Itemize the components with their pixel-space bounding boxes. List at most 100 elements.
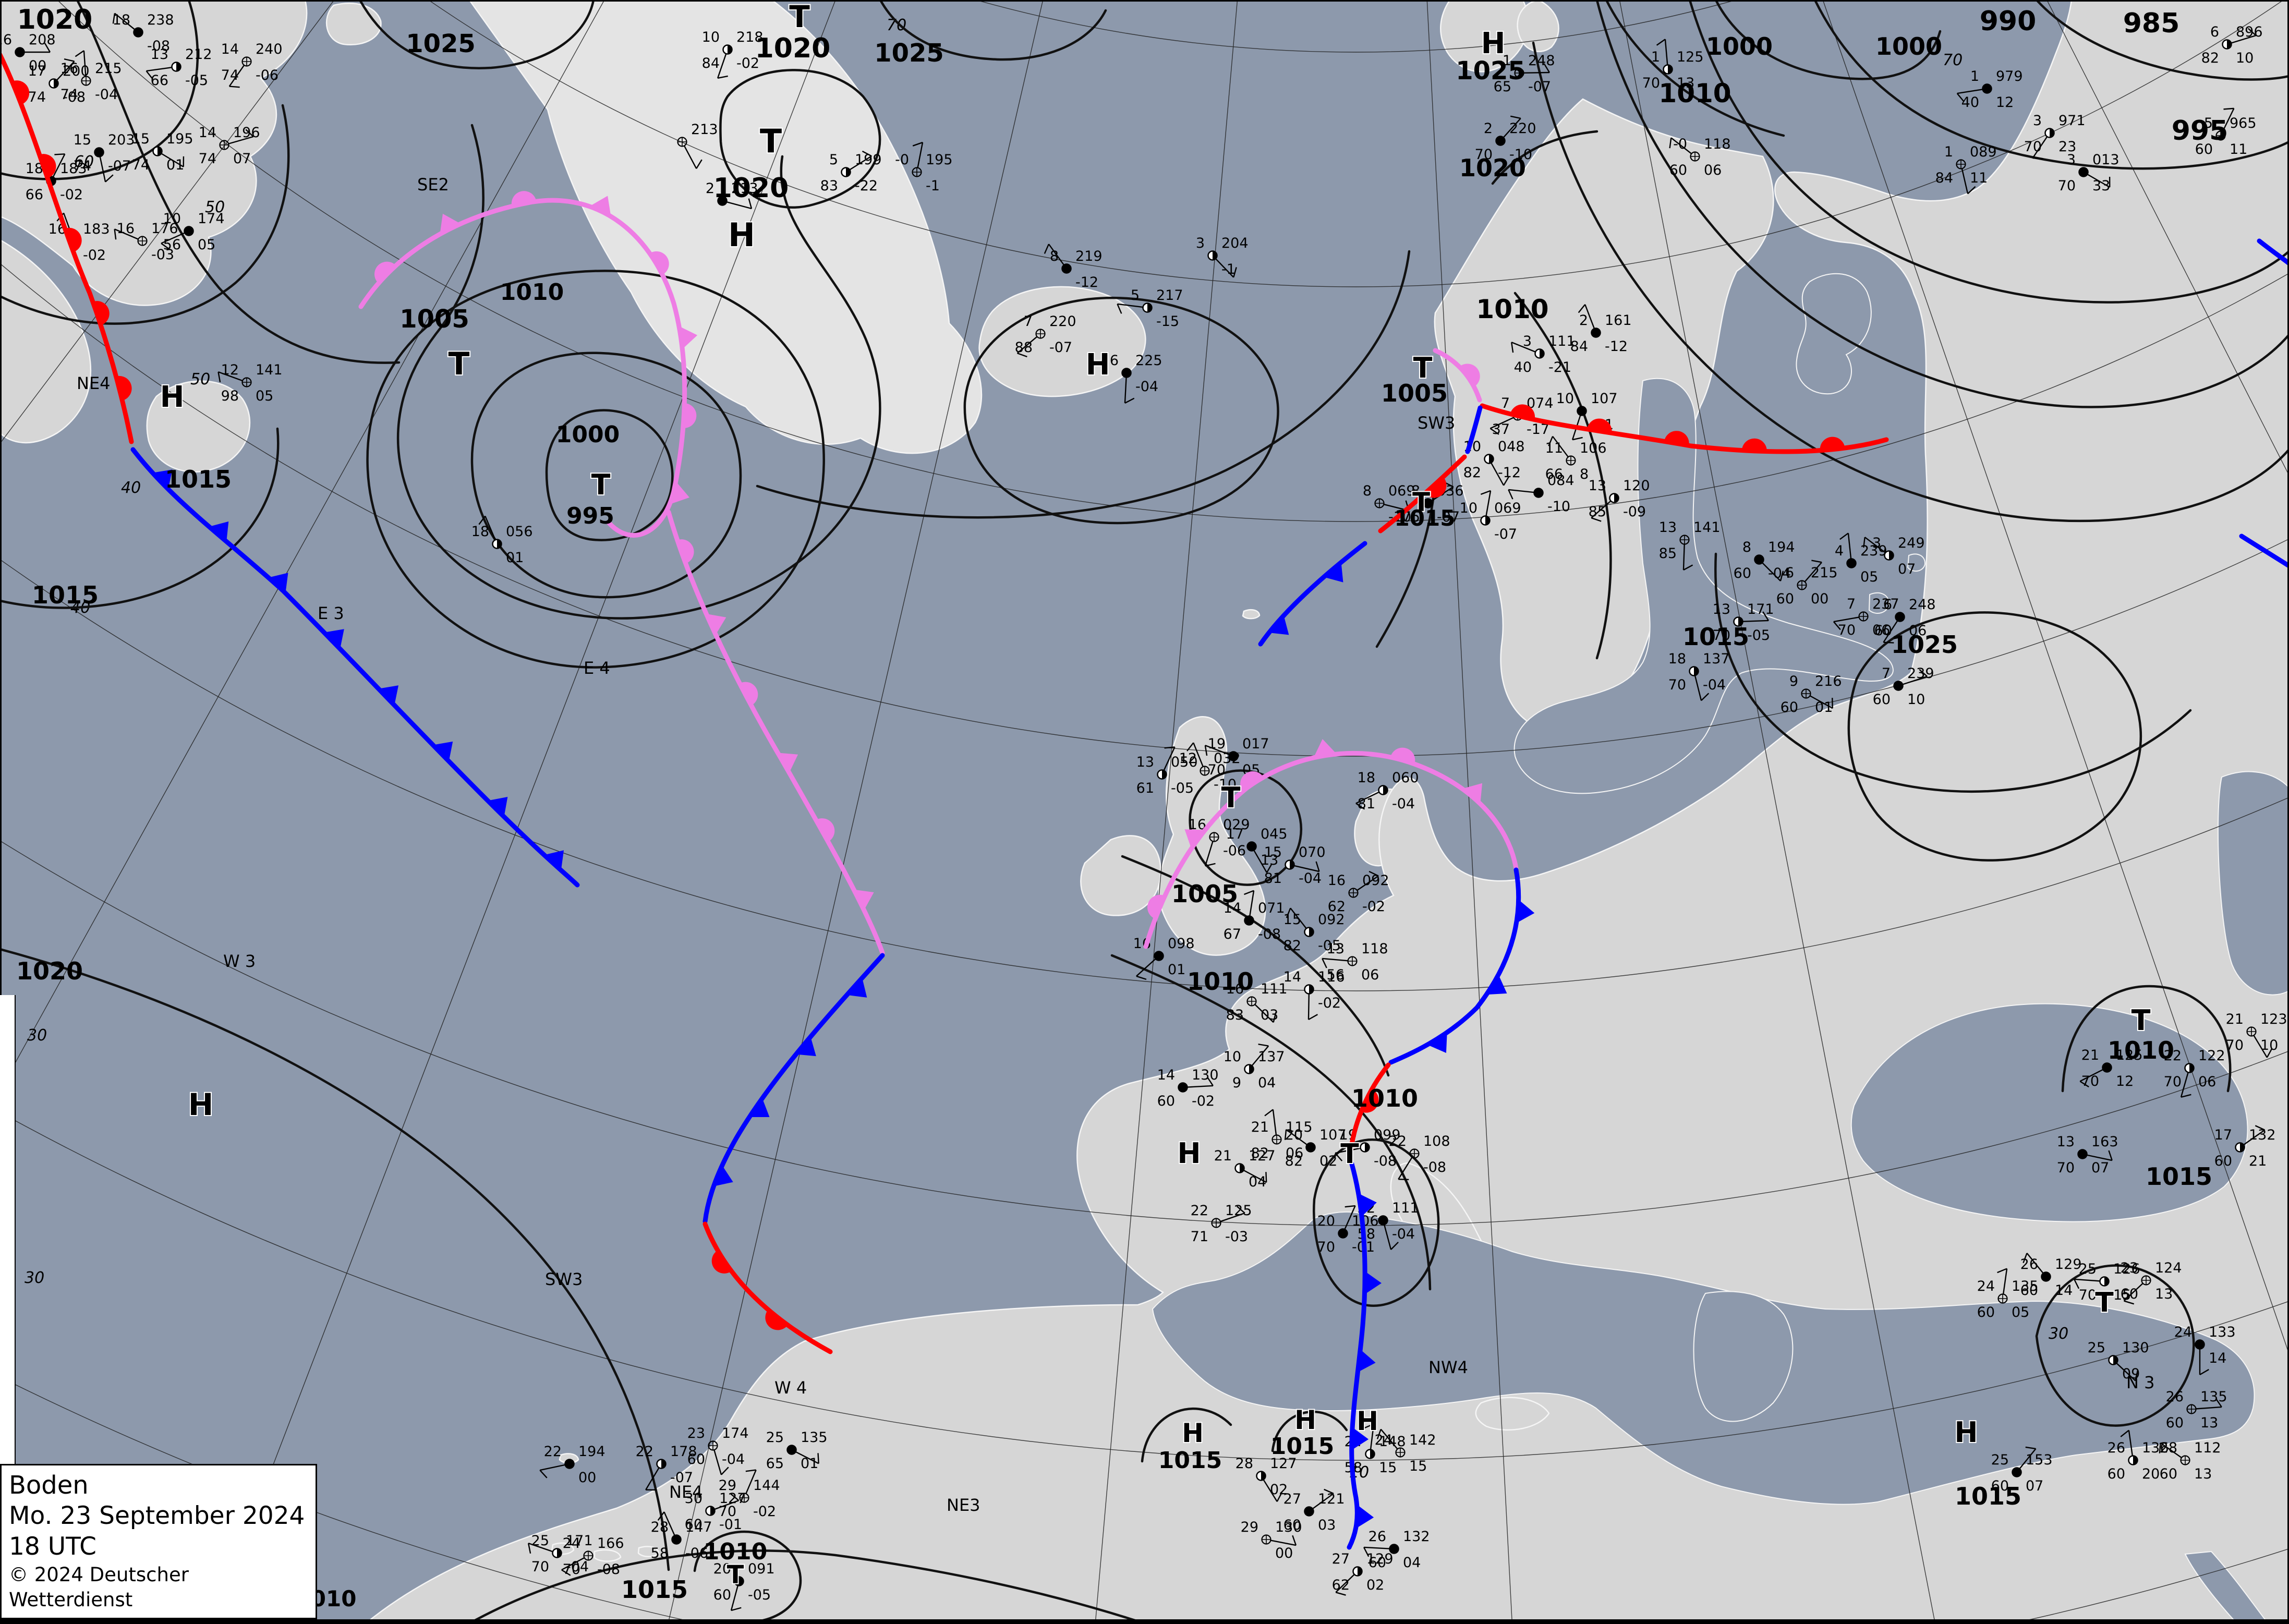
chart-datetime: Mo. 23 September 2024 18 UTC [9,1501,305,1561]
front-cold [2239,534,2289,568]
station-value: 183 [83,221,110,237]
station-value: 60 [2121,1286,2138,1302]
wind-barb [1272,1109,1277,1135]
station-value: 8 [1363,483,1372,499]
station-value: 60 [1776,591,1794,607]
station-value: -1 [926,178,940,194]
station-value: 132 [1403,1529,1430,1545]
station-value: 83 [820,178,838,194]
wind-barb [1253,850,1268,873]
station-value: 12 [1996,94,2014,111]
station-value: 06 [1704,162,1722,178]
station-value: 194 [1768,539,1795,555]
station-value: 60 [685,1517,703,1533]
wind-barb [2196,1406,2222,1410]
station-value: 10 [2236,50,2254,66]
pressure-center-label: H [160,380,185,414]
station-value: 107 [1319,1127,1347,1143]
station-value: 07 [2091,1160,2109,1176]
station-value: 111 [1548,333,1576,349]
station-value: 8 [1411,483,1420,499]
station-plot: 13 70 171 -05 [1713,601,1774,644]
station-value: 98 [221,388,239,404]
station-value: 216 [1815,673,1842,689]
isobar-value-label: 1025 [406,29,476,58]
station-value: 70 [1838,622,1856,638]
station-value: -07 [108,158,131,174]
station-plot: 25 70 126 15 [2074,1261,2140,1303]
station-value: 29 [1241,1519,1258,1535]
station-plot: 14 60 130 -02 [1157,1067,1219,1109]
station-value: 3 [2033,113,2042,129]
front-occluded [1433,348,1482,403]
station-value: 212 [185,46,212,63]
wind-barb [1286,1129,1307,1145]
front-warm [0,52,134,444]
station-plot: 16 176 -03 [114,221,178,263]
wind-barb [2003,1268,2008,1294]
station-value: 18 [1358,770,1375,786]
pressure-center-label: T [789,0,810,34]
station-value: -05 [1747,627,1770,644]
isobar-line [1714,0,1942,80]
pressure-center-label: H [1481,27,1506,60]
station-value: 107 [1591,391,1618,407]
station-value: 00 [1275,1545,1293,1561]
station-plot: 2 213 [706,180,758,210]
station-value: 70 [1317,1239,1335,1255]
wind-barb [1552,435,1569,457]
isobar-line [1189,769,1303,886]
station-value: 070 [1299,844,1326,861]
station-value: 40 [1514,359,1532,375]
station-value: 3 [1196,235,1205,251]
station-value: 13 [2155,1286,2173,1302]
isobar-line [358,0,595,69]
station-value: 10 [2260,1037,2278,1053]
wind-barb [1263,1479,1278,1502]
station-value: 137 [1703,651,1730,667]
wind-annotation: SW3 [545,1269,583,1289]
station-plot: 7 60 239 10 [1873,665,1934,708]
station-value: 21 [2226,1011,2244,1027]
station-value: 098 [1168,936,1195,952]
station-plot: 11 66 106 8 [1545,435,1607,482]
station-value: -15 [1156,313,1179,330]
station-plot: 7 88 220 -07 [1015,313,1076,358]
wind-barb [1810,695,1833,709]
station-value: 85 [1589,504,1606,520]
station-value: 58 [651,1545,669,1561]
pressure-center-label: H [1182,1418,1204,1448]
station-value: -07 [1437,509,1460,525]
wind-barb [2019,1448,2037,1469]
wind-annotation: SE2 [417,175,449,195]
station-value: 4 [1835,543,1844,559]
station-value: 13 [1327,941,1345,957]
station-value: 60 [2160,1466,2177,1482]
station-value: 70 [2058,178,2076,194]
wind-barb [83,51,87,77]
station-plot: 10 56 174 05 [161,211,225,253]
station-value: 5 [1131,287,1140,304]
wind-barb [1220,1212,1245,1222]
station-value: 196 [233,125,260,141]
station-plot: 22 71 125 -03 [1191,1203,1252,1245]
station-value: 1 [1970,68,1979,84]
station-value: 18 [113,12,130,28]
station-value: 05 [1860,569,1878,585]
station-value: 213 [691,122,718,138]
station-value: -02 [83,247,106,263]
pressure-center-label: H [188,1087,214,1122]
station-value: 00 [1811,591,1828,607]
station-value: 060 [1392,770,1419,786]
isobar-value-label: 1000 [1875,32,1942,60]
station-plot: 28 127 02 [1236,1456,1297,1502]
station-value: 26 [1368,1529,1386,1545]
isobar-line [879,0,1107,61]
station-plot: 26 60 135 13 [2166,1389,2227,1431]
station-value: 13 [1261,852,1278,868]
isobar-line [756,250,1411,519]
station-plot: 13 85 120 -09 [1589,478,1650,522]
station-value: -03 [151,247,174,263]
wind-barb [1511,342,1536,353]
station-value: 21 [2249,1153,2267,1169]
